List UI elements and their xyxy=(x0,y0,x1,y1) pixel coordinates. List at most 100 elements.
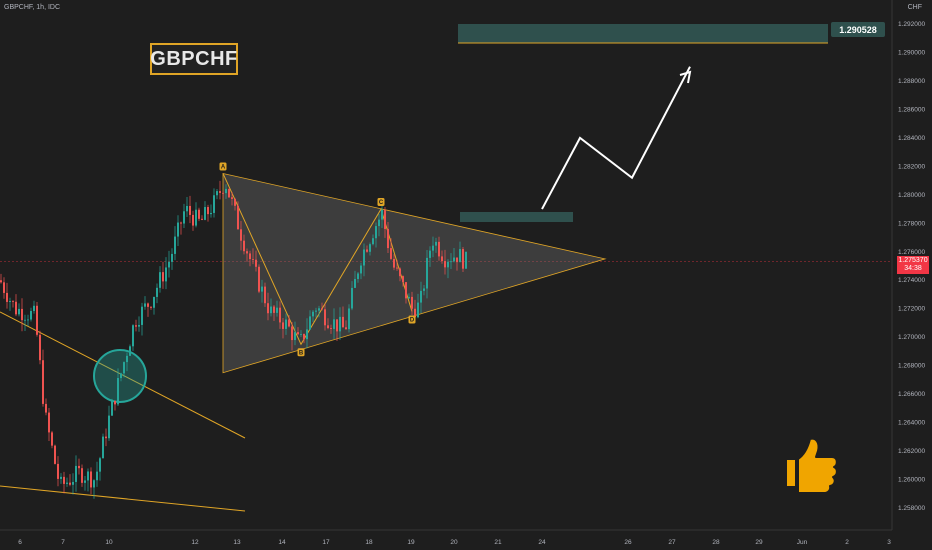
x-tick-label: 2 xyxy=(845,539,849,546)
candle-body xyxy=(63,476,65,484)
candle-body xyxy=(117,378,119,405)
triangle-pattern xyxy=(222,172,607,374)
y-tick-label: 1.266000 xyxy=(898,391,925,398)
y-tick-label: 1.274000 xyxy=(898,277,925,284)
candle-body xyxy=(57,463,59,479)
candle-body xyxy=(267,303,269,314)
candle-body xyxy=(231,197,233,200)
candle-body xyxy=(270,306,272,314)
candle-body xyxy=(297,332,299,335)
candle-body xyxy=(288,319,290,327)
candle-body xyxy=(174,236,176,254)
y-tick-label: 1.272000 xyxy=(898,306,925,313)
candle-body xyxy=(120,373,122,379)
candle-body xyxy=(165,267,167,282)
abcd-path xyxy=(222,173,413,346)
candle-body xyxy=(408,296,410,299)
y-tick-label: 1.284000 xyxy=(898,135,925,142)
candle-body xyxy=(60,476,62,479)
candle-body xyxy=(435,241,437,246)
candle-body xyxy=(51,432,53,446)
candle-body xyxy=(438,241,440,257)
candle-body xyxy=(222,192,224,194)
y-tick-label: 1.290000 xyxy=(898,49,925,56)
candle-body xyxy=(432,245,434,251)
candle-body xyxy=(105,436,107,439)
candle-body xyxy=(294,332,296,341)
candle-body xyxy=(39,334,41,361)
x-tick-label: 3 xyxy=(887,539,891,546)
candle-body xyxy=(12,300,14,302)
candle-body xyxy=(372,238,374,245)
candle-body xyxy=(180,222,182,224)
y-tick-label: 1.282000 xyxy=(898,163,925,170)
candle-body xyxy=(201,218,203,220)
candle-body xyxy=(81,468,83,483)
symbol-logo: GBPCHF xyxy=(150,43,238,75)
candle-body xyxy=(189,205,191,215)
candle-body xyxy=(90,471,92,488)
y-tick-label: 1.260000 xyxy=(898,477,925,484)
candle-body xyxy=(108,415,110,439)
candle-body xyxy=(303,333,305,340)
x-tick-label: 27 xyxy=(668,539,676,546)
x-tick-label: 21 xyxy=(494,539,502,546)
candle-body xyxy=(441,256,443,262)
bar-countdown: 34:38 xyxy=(904,265,922,272)
candle-body xyxy=(252,259,254,260)
pattern-point-marker xyxy=(408,315,416,324)
candle-body xyxy=(66,482,68,484)
candle-body xyxy=(345,327,347,330)
candle-body xyxy=(126,355,128,363)
currency-label: CHF xyxy=(907,4,922,11)
candle-body xyxy=(390,248,392,259)
candle-body xyxy=(333,319,335,329)
candle-body xyxy=(246,251,248,254)
candle-body xyxy=(27,319,29,321)
candle-body xyxy=(135,325,137,327)
x-tick-label: 6 xyxy=(18,539,22,546)
candle-body xyxy=(87,471,89,481)
candle-body xyxy=(132,325,134,347)
candle-body xyxy=(417,302,419,318)
time-axis: 6 7 10 12 13 14 17 18 19 20 21 24 26 27 28 29 Jun 2 3 xyxy=(18,539,891,546)
candle-body xyxy=(225,188,227,194)
candle-body xyxy=(348,308,350,330)
candle-body xyxy=(204,207,206,220)
candle-body xyxy=(351,287,353,309)
candle-body xyxy=(54,445,56,464)
candle-body xyxy=(339,316,341,332)
candle-body xyxy=(153,296,155,308)
candle-body xyxy=(144,303,146,307)
x-tick-label: 20 xyxy=(450,539,458,546)
candle-body xyxy=(69,482,71,485)
candle-body xyxy=(324,309,326,326)
candle-body xyxy=(330,328,332,329)
y-tick-label: 1.286000 xyxy=(898,106,925,113)
pattern-point-label: A xyxy=(221,164,226,170)
candle-body xyxy=(276,307,278,313)
candle-body xyxy=(318,308,320,311)
candle-body xyxy=(381,209,383,220)
x-tick-label: 26 xyxy=(624,539,632,546)
x-tick-label: 7 xyxy=(61,539,65,546)
candle-body xyxy=(285,319,287,329)
candle-body xyxy=(414,308,416,318)
candle-body xyxy=(258,266,260,292)
candle-body xyxy=(465,251,467,269)
candle-body xyxy=(186,205,188,212)
candle-body xyxy=(366,249,368,252)
last-price-value: 1.275370 xyxy=(898,257,928,264)
candle-body xyxy=(243,240,245,252)
candle-body xyxy=(420,290,422,303)
candle-body xyxy=(405,282,407,299)
candle-body xyxy=(36,305,38,335)
candle-body xyxy=(24,319,26,321)
candle-body xyxy=(138,324,140,327)
candle-body xyxy=(75,465,77,482)
candle-body xyxy=(93,480,95,488)
entry-zone xyxy=(460,212,573,222)
candle-body xyxy=(147,303,149,307)
